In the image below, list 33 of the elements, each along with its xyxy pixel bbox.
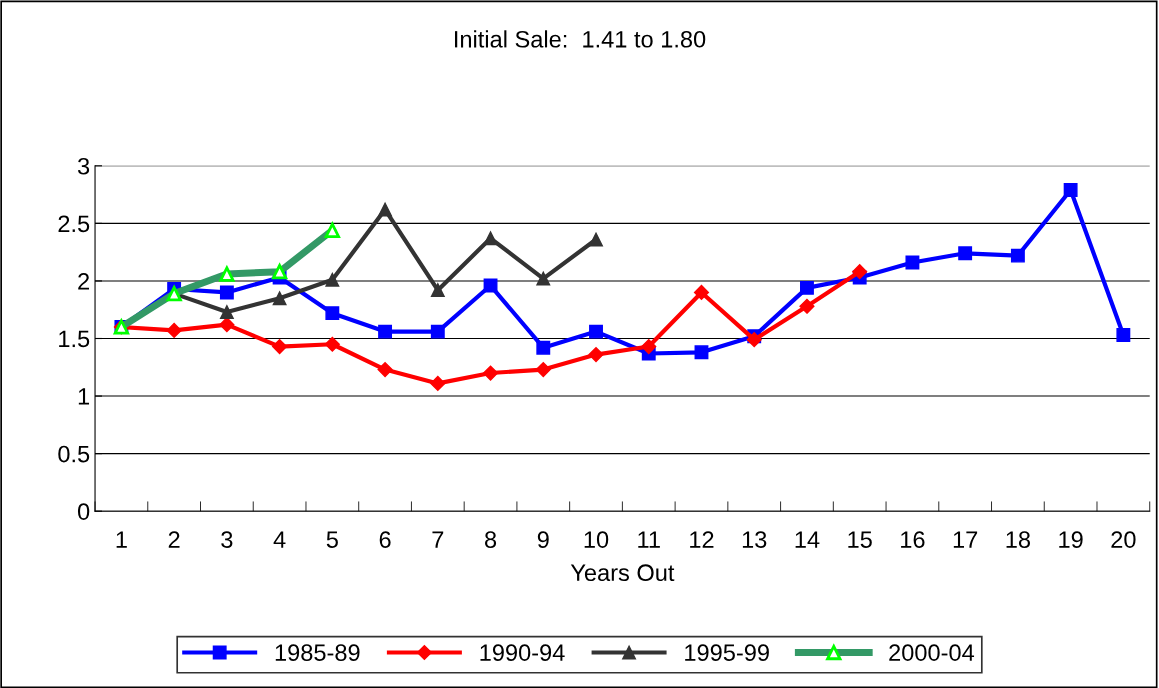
x-tick-label: 1 — [116, 531, 127, 548]
legend-label: 1985-89 — [275, 644, 360, 661]
x-tick-label: 20 — [1111, 531, 1136, 548]
x-tick-label: 6 — [379, 531, 391, 548]
legend-label: 1990-94 — [480, 644, 565, 661]
x-tick-label: 14 — [795, 531, 820, 548]
x-tick-label: 18 — [1006, 531, 1030, 548]
x-tick-label: 16 — [901, 531, 925, 548]
x-tick-label: 8 — [485, 531, 497, 548]
y-tick-label: 1 — [78, 388, 90, 405]
x-axis-title: Years Out — [570, 564, 675, 582]
x-tick-label: 3 — [221, 531, 233, 548]
x-tick-label: 19 — [1059, 531, 1083, 548]
y-tick-label: 2 — [78, 273, 89, 290]
y-tick-label: 2.5 — [58, 215, 90, 233]
x-tick-label: 11 — [638, 531, 660, 548]
legend-label: 2000-04 — [889, 644, 975, 661]
y-tick-label: 0 — [77, 503, 90, 520]
x-tick-label: 2 — [168, 531, 180, 548]
x-tick-label: 13 — [742, 531, 767, 548]
y-tick-label: 1.5 — [59, 330, 90, 348]
y-tick-label: 0.5 — [58, 445, 90, 463]
legend-label: 1995-99 — [685, 644, 769, 661]
x-tick-label: 12 — [690, 531, 714, 548]
x-tick-label: 4 — [273, 531, 286, 548]
chart-title: Initial Sale: 1.41 to 1.80 — [455, 30, 706, 48]
x-tick-label: 7 — [432, 531, 444, 548]
x-tick-label: 17 — [953, 531, 978, 548]
x-tick-label: 15 — [848, 531, 872, 548]
y-tick-label: 3 — [77, 157, 90, 175]
x-tick-label: 9 — [537, 531, 549, 548]
x-tick-label: 10 — [584, 531, 609, 548]
x-tick-label: 5 — [326, 531, 338, 548]
